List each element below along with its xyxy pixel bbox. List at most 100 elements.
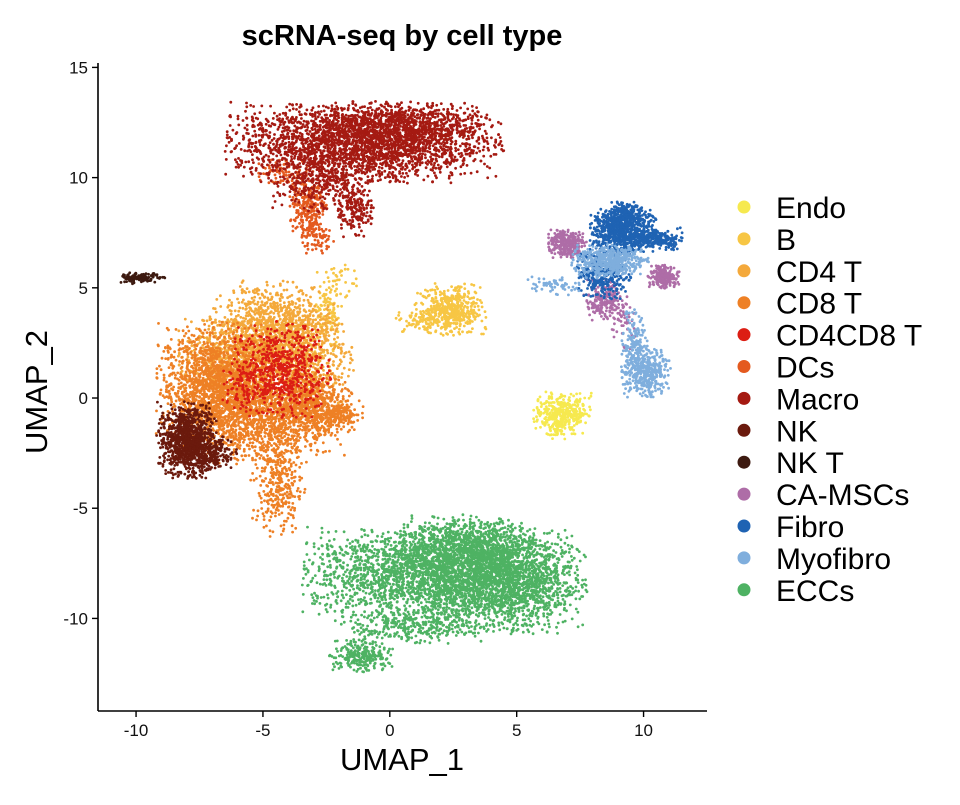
data-point (211, 346, 214, 350)
data-point (263, 295, 267, 299)
data-point (452, 316, 456, 319)
data-point (401, 330, 404, 333)
data-point (183, 317, 187, 321)
data-point (468, 321, 472, 325)
data-point (422, 295, 426, 299)
data-point (347, 350, 351, 354)
data-point (334, 273, 338, 277)
data-point (279, 342, 283, 346)
data-point (243, 327, 247, 330)
data-point (338, 270, 342, 274)
data-point (475, 312, 479, 316)
data-point (232, 289, 236, 293)
data-point (207, 324, 211, 328)
data-point (165, 388, 168, 391)
data-point (536, 411, 540, 415)
data-point (328, 290, 332, 294)
data-point (451, 308, 455, 311)
data-point (227, 334, 231, 338)
data-point (587, 414, 591, 418)
data-point (434, 313, 438, 317)
data-point (325, 361, 329, 365)
data-point (242, 316, 245, 320)
data-point (565, 410, 569, 414)
data-point (248, 418, 252, 421)
data-point (277, 310, 281, 314)
data-point (167, 366, 171, 369)
data-point (539, 412, 543, 416)
data-point (474, 291, 478, 295)
data-point (282, 301, 286, 305)
data-point (332, 363, 335, 367)
data-point (190, 364, 194, 368)
data-point (199, 329, 202, 333)
data-point (553, 417, 557, 421)
data-point (288, 313, 292, 317)
data-point (353, 269, 356, 273)
data-point (328, 297, 332, 301)
data-point (543, 407, 546, 411)
data-point (337, 375, 341, 379)
data-point (173, 405, 177, 408)
data-point (230, 304, 234, 307)
data-point (462, 317, 465, 321)
data-point (466, 305, 469, 309)
data-point (338, 343, 341, 346)
data-point (422, 314, 425, 318)
data-point (241, 306, 245, 310)
data-point (320, 327, 324, 331)
data-point (192, 334, 196, 338)
data-point (456, 296, 459, 300)
data-point (230, 348, 234, 352)
data-point (192, 391, 196, 395)
data-point (236, 297, 239, 301)
data-point (203, 358, 207, 361)
data-point (224, 329, 228, 333)
data-point (354, 277, 358, 281)
data-point (174, 358, 178, 362)
data-point (217, 336, 221, 339)
data-point (286, 335, 289, 339)
data-point (176, 371, 180, 375)
data-point (236, 334, 240, 337)
data-point (575, 392, 578, 396)
data-point (212, 326, 215, 329)
data-point (326, 308, 329, 311)
data-point (282, 288, 286, 292)
data-point (252, 310, 256, 314)
data-point (247, 354, 251, 358)
data-point (233, 317, 237, 321)
data-point (330, 267, 333, 271)
data-point (214, 331, 217, 335)
data-point (419, 318, 422, 322)
data-point (247, 290, 251, 294)
data-point (312, 308, 316, 312)
data-point (463, 304, 467, 308)
data-point (230, 318, 233, 321)
data-point (472, 296, 476, 300)
data-point (557, 407, 561, 411)
data-point (589, 394, 593, 398)
data-point (454, 286, 457, 290)
data-point (266, 324, 270, 327)
data-point (294, 302, 298, 305)
data-point (439, 332, 443, 336)
data-point (211, 389, 215, 393)
data-point (340, 376, 343, 379)
data-point (178, 340, 182, 344)
data-point (325, 300, 328, 304)
data-point (188, 347, 191, 350)
data-point (190, 356, 194, 360)
data-point (535, 406, 539, 409)
data-point (318, 285, 322, 288)
data-point (340, 322, 344, 326)
data-point (269, 298, 273, 301)
data-point (444, 325, 447, 329)
data-point (219, 305, 223, 308)
data-point (214, 310, 218, 314)
data-point (532, 420, 536, 423)
data-point (257, 357, 260, 360)
data-point (242, 323, 246, 327)
data-point (331, 328, 335, 331)
data-point (332, 302, 336, 306)
